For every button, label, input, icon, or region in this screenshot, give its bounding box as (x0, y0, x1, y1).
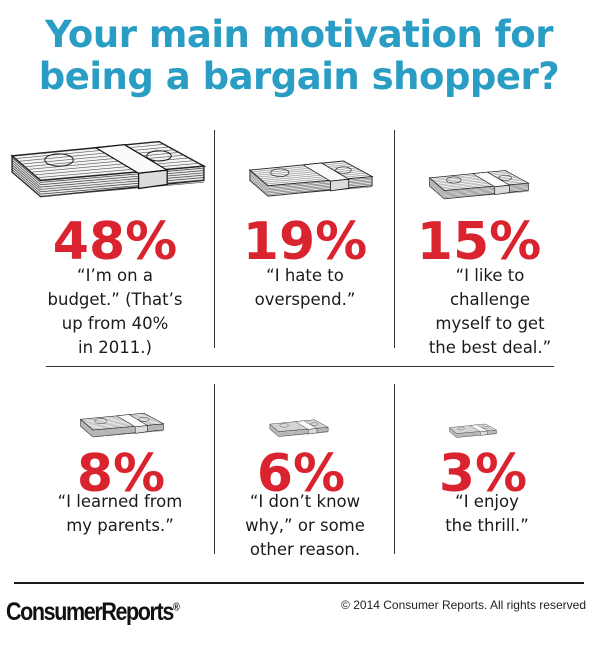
quote-text: “I like to challenge myself to get the b… (428, 266, 552, 357)
divider-vertical-3 (214, 384, 215, 554)
title-line-1: Your main motivation for (45, 13, 553, 56)
quote-text: “I’m on a budget.” (That’s up from 40% i… (47, 266, 183, 357)
quote-text: “I learned from my parents.” (57, 492, 183, 535)
percent-value: 6% (256, 444, 346, 504)
quote-text: “I don’t know why,” or some other reason… (245, 492, 365, 559)
money-stack-icon (248, 160, 374, 197)
title-line-2: being a bargain shopper? (38, 55, 560, 98)
money-stack-icon (428, 170, 530, 200)
page-title: Your main motivation for being a bargain… (0, 14, 598, 98)
quote-text: “I hate to overspend.” (254, 266, 356, 309)
percent-value: 48% (52, 212, 178, 272)
quote-text: “I enjoy the thrill.” (445, 492, 529, 535)
money-stack-icon (10, 140, 207, 198)
divider-vertical-4 (394, 384, 395, 554)
divider-vertical-1 (214, 130, 215, 348)
percent-value: 19% (242, 212, 368, 272)
money-stack-icon (449, 423, 498, 438)
logo-text: ConsumerReports (6, 598, 174, 626)
money-stack-icon (79, 412, 165, 438)
percent-value: 8% (76, 444, 166, 504)
money-stack-icon (269, 419, 329, 437)
footer-divider (14, 582, 584, 584)
percent-value: 3% (438, 444, 528, 504)
percent-value: 15% (416, 212, 542, 272)
copyright-text: © 2014 Consumer Reports. All rights rese… (341, 598, 586, 612)
consumer-reports-logo: ConsumerReports® (6, 598, 180, 627)
divider-horizontal (46, 366, 554, 367)
registered-mark: ® (172, 601, 180, 614)
divider-vertical-2 (394, 130, 395, 348)
